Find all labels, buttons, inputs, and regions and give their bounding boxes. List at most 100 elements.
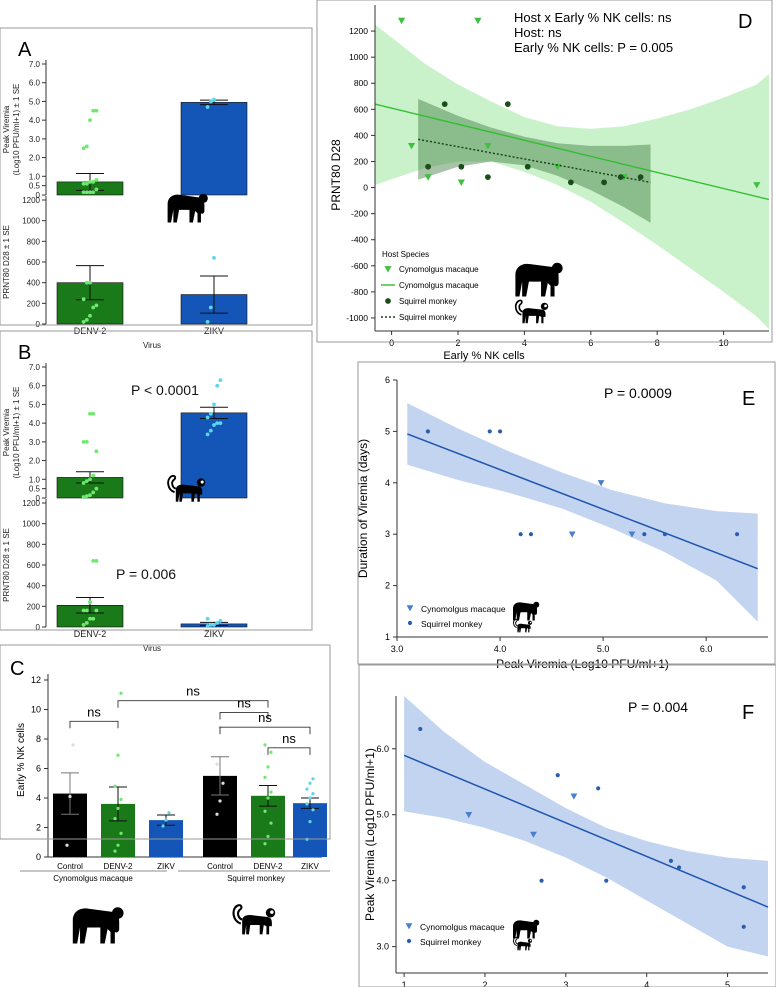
panel-label: C [10,658,24,680]
data-point [407,142,416,150]
data-point [94,178,99,182]
data-point [311,808,315,812]
legend-label: Squirrel monkey [420,937,482,947]
significance-label: ns [87,704,101,719]
y-axis-label: Peak Viremia (Log10 PFU/ml+1) [363,748,377,921]
data-point [305,787,309,791]
data-point [94,608,99,613]
y-tick-label: 3.0 [29,135,41,144]
y-axis-label: PRNT80 D28 [329,139,343,211]
legend-label: Cynomolgus macaque [421,604,506,614]
data-point [263,743,267,747]
p-value-annotation: P = 0.006 [116,566,176,582]
group-label: Squirrel monkey [227,874,285,883]
y-tick-label: 200 [27,299,41,308]
y-tick-label: 1 [385,632,390,642]
x-axis-label: Virus [143,644,161,653]
y-tick-label: 400 [27,582,41,591]
data-point [205,616,210,621]
data-point [88,600,92,605]
data-point [418,726,423,732]
data-point [116,843,120,847]
data-point [84,181,89,186]
data-point [305,802,309,806]
data-point [215,762,219,766]
macaque-head [551,262,563,274]
fit-line [403,754,769,908]
y-tick-label: 10 [31,705,41,715]
data-point [119,797,123,802]
data-point [597,480,605,487]
data-point [205,415,210,420]
squirrel-monkey-face [270,910,274,914]
squirrel-monkey-icon [232,904,276,935]
data-point [164,818,168,822]
data-point [94,449,99,454]
y-tick-label: 5.0 [376,810,389,820]
data-point [269,790,273,794]
panel-frame-C [0,644,331,840]
data-point [266,765,270,769]
data-point [119,691,123,695]
x-tick-label: 6 [588,338,593,348]
macaque-head [533,601,540,608]
data-point [263,809,267,813]
y-tick-label: 1200 [349,26,368,36]
squirrel-monkey-tail [167,474,177,494]
data-point [205,624,210,628]
y-tick-label: 6 [36,764,41,774]
data-point [215,812,219,816]
x-tick-label: 4 [522,338,527,348]
chart-A: A 00.51.0 2.0 3.0 4.0 5.0 6.0 7.0 Peak Viremia (L… [2,39,248,350]
legend-title: Host Species [382,250,429,259]
panel-label: D [738,11,752,33]
bar-zikv [293,803,327,857]
macaque-body [513,602,537,621]
data-point [311,791,315,796]
y-tick-label: 800 [27,540,41,549]
y-tick-label: 400 [354,130,368,140]
squirrel-monkey-face [200,480,204,484]
x-tick-label: Control [57,862,83,871]
y-tick-label: 800 [354,78,368,88]
macaque-head [533,919,540,926]
x-tick-label: DENV-2 [104,862,133,871]
data-point [497,429,503,434]
data-point [84,190,89,195]
squirrel-monkey-face [529,621,532,624]
data-point [212,423,216,427]
panel-label: F [742,702,754,724]
y-tick-label: 2 [36,823,41,833]
y-tick-label: 1.0 [29,172,41,181]
data-point [208,305,213,310]
x-tick-label: 1 [402,980,407,987]
data-point [596,786,601,791]
x-tick-label: 3.0 [391,644,404,654]
data-point [484,142,492,150]
panel-frame-B [0,330,313,631]
data-point [71,743,75,747]
data-point [465,811,473,819]
x-tick-label: ZIKV [204,629,224,639]
x-tick-label: 8 [655,338,660,348]
data-point [406,938,412,944]
y-tick-label: 4 [36,793,41,803]
data-point [397,17,406,25]
legend-label: Squirrel monkey [399,297,457,306]
data-point [91,411,96,416]
data-point [425,429,430,434]
data-point [88,280,92,285]
data-point [458,163,465,170]
y-tick-label: 1000 [349,52,368,62]
data-point [212,402,216,407]
bar-top-zikv [180,412,248,499]
data-point [218,378,223,382]
data-point [84,280,89,285]
panel-label: A [18,39,32,61]
x-tick-label: ZIKV [301,862,319,871]
squirrel-monkey-body [522,308,546,324]
y-tick-label: 5.0 [29,400,41,409]
squirrel-monkey-tail [232,904,243,925]
chart-F: F3.04.05.06.012345Early % NK cellsPeak V… [363,696,769,987]
data-point [221,781,225,785]
